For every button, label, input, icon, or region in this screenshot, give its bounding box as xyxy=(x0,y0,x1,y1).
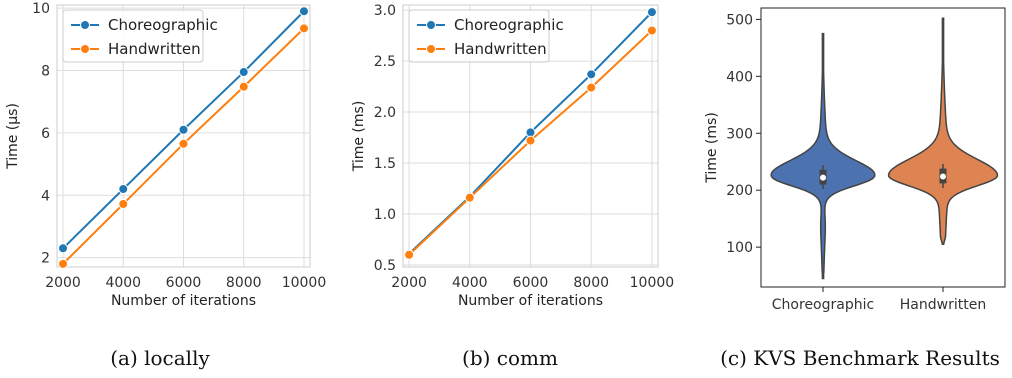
x-tick-label: 10000 xyxy=(630,275,675,291)
median-marker xyxy=(940,173,946,180)
y-tick-label: 10 xyxy=(32,1,50,17)
legend-label: Choreographic xyxy=(108,16,218,34)
legend-label: Handwritten xyxy=(108,40,201,58)
x-tick-label: 8000 xyxy=(226,275,262,291)
caption: (a) locally xyxy=(110,346,210,370)
y-tick-label: 2.5 xyxy=(374,54,396,70)
x-axis-label: Number of iterations xyxy=(458,293,603,309)
data-point xyxy=(646,25,657,36)
plot-frame xyxy=(402,4,659,268)
data-point xyxy=(238,67,249,78)
data-point xyxy=(586,69,597,80)
data-point xyxy=(646,7,657,18)
x-axis-label: Number of iterations xyxy=(111,293,256,309)
x-tick-label: 4000 xyxy=(452,275,488,291)
data-point xyxy=(118,198,129,209)
x-tick-label: 8000 xyxy=(573,275,609,291)
caption: (c) KVS Benchmark Results xyxy=(720,346,1000,370)
data-point xyxy=(178,124,189,135)
y-tick-label: 1.0 xyxy=(374,207,396,223)
y-tick-label: 100 xyxy=(726,240,753,256)
x-tick-label: 10000 xyxy=(282,275,327,291)
y-tick-label: 8 xyxy=(41,64,50,80)
y-tick-label: 200 xyxy=(726,183,753,199)
y-tick-label: 3.0 xyxy=(374,3,396,19)
data-point xyxy=(525,135,536,146)
legend-label: Handwritten xyxy=(454,40,547,58)
data-point xyxy=(464,192,475,203)
caption: (b) comm xyxy=(462,346,558,370)
x-tick-label: Handwritten xyxy=(900,297,986,313)
y-axis-label: Time (ms) xyxy=(704,112,720,184)
legend-marker xyxy=(80,20,90,30)
violin-body-1 xyxy=(887,17,999,246)
x-tick-label: 4000 xyxy=(105,275,141,291)
plot-frame xyxy=(56,4,311,268)
y-tick-label: 2 xyxy=(41,251,50,267)
x-tick-label: Choreographic xyxy=(772,297,874,313)
violin-body-0 xyxy=(770,32,876,280)
x-tick-label: 6000 xyxy=(166,275,202,291)
data-point xyxy=(525,127,536,138)
data-point xyxy=(298,23,309,34)
x-tick-label: 2000 xyxy=(391,275,427,291)
y-tick-label: 0.5 xyxy=(374,258,396,274)
data-point xyxy=(118,184,129,195)
y-tick-label: 1.5 xyxy=(374,156,396,172)
data-point xyxy=(58,258,69,269)
legend-marker xyxy=(426,20,436,30)
y-axis-label: Time (μs) xyxy=(5,103,21,170)
y-tick-label: 500 xyxy=(726,12,753,28)
y-tick-label: 2.0 xyxy=(374,105,396,121)
x-tick-label: 2000 xyxy=(45,275,81,291)
y-tick-label: 6 xyxy=(41,126,50,142)
legend-marker xyxy=(80,44,90,54)
data-point xyxy=(298,6,309,17)
legend-label: Choreographic xyxy=(454,16,564,34)
y-tick-label: 300 xyxy=(726,126,753,142)
data-point xyxy=(58,243,69,254)
data-point xyxy=(586,82,597,93)
data-point xyxy=(404,249,415,260)
legend-marker xyxy=(426,44,436,54)
y-tick-label: 400 xyxy=(726,69,753,85)
plot-frame xyxy=(760,7,1006,288)
x-tick-label: 6000 xyxy=(513,275,549,291)
data-point xyxy=(238,81,249,92)
data-point xyxy=(178,138,189,149)
y-axis-label: Time (ms) xyxy=(351,101,367,173)
median-marker xyxy=(820,174,826,181)
y-tick-label: 4 xyxy=(41,188,50,204)
